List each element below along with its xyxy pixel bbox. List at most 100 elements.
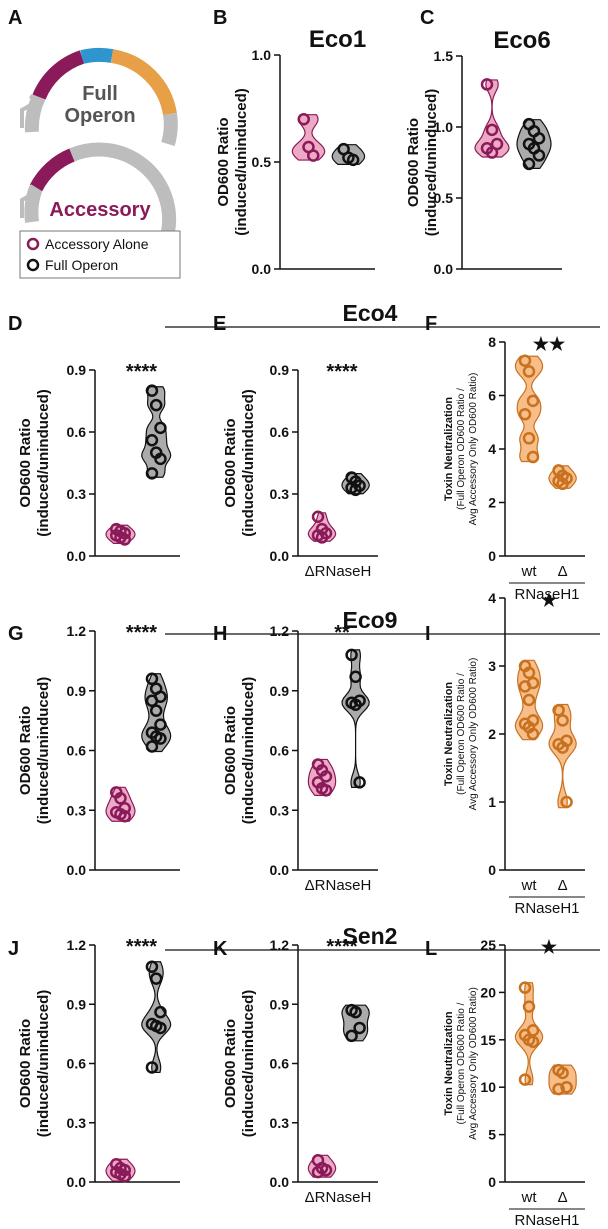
y-tick-label: 0 <box>488 862 496 878</box>
data-point <box>345 1029 358 1043</box>
y-tick-label: 0.0 <box>270 862 290 878</box>
panel-label: B <box>213 7 227 29</box>
significance: ★ <box>541 937 558 957</box>
y-tick-label: 0.9 <box>270 996 290 1012</box>
y-tick-label: 3 <box>488 658 496 674</box>
y-tick-label: 0.3 <box>270 802 290 818</box>
y-tick-label: 0.3 <box>270 486 290 502</box>
data-point <box>522 365 536 378</box>
significance: **** <box>326 361 357 383</box>
panel-label: H <box>213 623 227 645</box>
data-point <box>353 1021 366 1035</box>
y-tick-label: 0.6 <box>270 424 290 440</box>
panel-label: F <box>425 313 437 335</box>
y-axis-label: (induced/uninduced) <box>240 677 257 825</box>
data-point <box>311 510 325 523</box>
y-tick-label: 20 <box>480 984 496 1000</box>
panel-label: E <box>213 313 226 335</box>
data-point <box>145 694 159 707</box>
significance: **** <box>126 361 157 383</box>
gene-segment <box>69 142 177 234</box>
data-point <box>526 1035 540 1048</box>
x-axis-label: ΔRNaseH <box>305 563 372 580</box>
y-tick-label: 4 <box>488 441 496 457</box>
data-point <box>353 776 366 789</box>
data-point <box>518 1073 532 1086</box>
panel-label: A <box>8 7 22 29</box>
data-point <box>485 123 499 137</box>
y-axis-label: Toxin Neutralization <box>443 682 455 787</box>
gene-segment <box>29 148 75 192</box>
y-axis-label: (Full Operon OD600 Ratio / <box>456 388 467 510</box>
y-tick-label: 0.6 <box>67 743 87 759</box>
data-point <box>149 398 163 412</box>
y-tick-label: 4 <box>488 590 496 606</box>
legend-label: Full Operon <box>45 257 118 273</box>
data-point <box>560 1080 573 1094</box>
promoter-arrows <box>20 94 42 218</box>
data-point <box>319 1163 333 1177</box>
data-point <box>556 1066 569 1080</box>
data-point <box>346 153 360 167</box>
y-tick-label: 0.6 <box>67 1056 87 1072</box>
y-tick-label: 1.5 <box>434 48 454 64</box>
y-axis-label: OD600 Ratio <box>222 418 239 507</box>
y-tick-label: 2 <box>488 726 496 742</box>
data-point <box>518 354 532 367</box>
y-tick-label: 0 <box>488 1174 496 1190</box>
y-tick-label: 1 <box>488 794 496 810</box>
y-tick-label: 8 <box>488 334 496 350</box>
data-point <box>556 741 569 754</box>
data-point <box>149 704 163 717</box>
x-axis-label: RNaseH1 <box>514 900 579 917</box>
y-tick-label: 0.0 <box>67 1174 87 1190</box>
y-tick-label: 1.2 <box>270 623 290 639</box>
diagram-text: Operon <box>64 105 135 127</box>
data-point <box>556 714 569 727</box>
data-point <box>154 1005 167 1019</box>
data-point <box>518 680 532 693</box>
x-tick-label: wt <box>521 1189 538 1206</box>
data-point <box>145 1061 159 1074</box>
y-axis-label: (Full Operon OD600 Ratio / <box>456 1002 467 1124</box>
data-point <box>297 112 310 126</box>
y-tick-label: 0.0 <box>270 1174 290 1190</box>
data-point <box>118 1169 131 1183</box>
data-point <box>522 666 536 680</box>
violin <box>141 961 172 1074</box>
x-axis-label: ΔRNaseH <box>305 877 372 894</box>
violin <box>548 1064 577 1095</box>
gene-segment <box>32 50 85 100</box>
y-axis-label: OD600 Ratio <box>215 117 232 206</box>
data-point <box>518 981 532 994</box>
y-tick-label: 1.2 <box>67 623 87 639</box>
data-point <box>118 533 131 546</box>
data-point <box>319 770 333 783</box>
significance: ** <box>334 622 350 644</box>
x-tick-label: Δ <box>558 563 568 580</box>
y-tick-label: 0.6 <box>270 1056 290 1072</box>
x-tick-label: wt <box>521 877 538 894</box>
y-tick-label: 10 <box>480 1079 496 1095</box>
panel-label: G <box>8 623 24 645</box>
y-tick-label: 0.0 <box>67 862 87 878</box>
significance: **** <box>126 622 157 644</box>
data-point <box>560 795 573 809</box>
data-point <box>145 672 159 686</box>
violin <box>548 703 577 809</box>
y-axis-label: Avg Accessory Only OD600 Ratio) <box>468 987 479 1140</box>
violin <box>514 355 544 463</box>
x-axis-label: RNaseH1 <box>514 1212 579 1229</box>
data-point <box>154 732 167 745</box>
x-tick-label: wt <box>521 563 538 580</box>
gene-segment <box>80 47 114 64</box>
y-tick-label: 0.9 <box>67 683 87 699</box>
data-point <box>349 483 362 497</box>
y-axis-label: OD600 Ratio <box>222 1019 239 1108</box>
y-tick-label: 1.0 <box>252 47 272 63</box>
data-point <box>552 703 565 717</box>
y-axis-label: (induced/uninduced) <box>240 389 257 537</box>
data-point <box>145 434 159 447</box>
y-tick-label: 6 <box>488 388 496 404</box>
